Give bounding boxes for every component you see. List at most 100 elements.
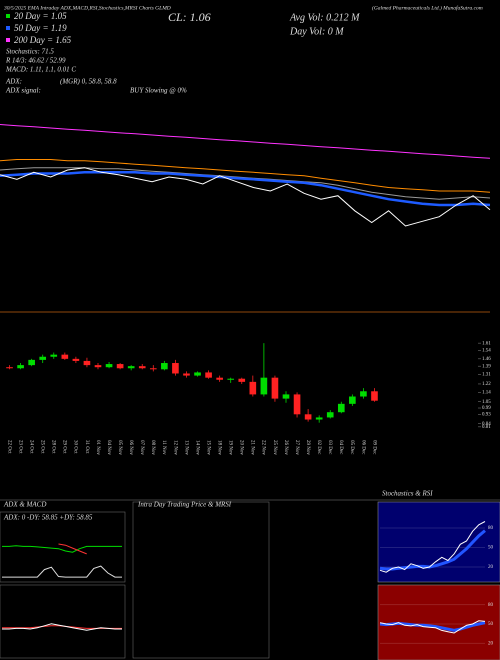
candle-body	[28, 359, 35, 366]
panel-title: Intra Day Trading Price & MRSI	[137, 501, 232, 509]
company: (Galmed Pharmaceuticals Ltd.) MunafaSutr…	[372, 4, 483, 11]
x-tick-label: 13 Nov	[183, 440, 188, 455]
x-tick-label: 06 Dec	[360, 440, 365, 455]
y-tick-label: 1.54	[482, 349, 491, 354]
y-tick-label: 1.05	[482, 400, 491, 405]
candle-body	[238, 378, 246, 382]
candle-body	[360, 391, 367, 397]
candle-body	[216, 377, 223, 380]
x-tick-label: 22 Oct	[6, 440, 11, 454]
x-tick-label: 07 Nov	[139, 440, 144, 455]
panel-subtitle: ADX: 0 -DY: 58.85 +DY: 58.85	[3, 514, 93, 522]
y-tick-label: 20	[488, 641, 494, 646]
panel-title: ADX & MACD	[3, 501, 46, 509]
candle-body	[371, 391, 378, 401]
candle-body	[293, 394, 301, 415]
candle-body	[260, 377, 268, 395]
candle-body	[172, 363, 179, 374]
adx-panel	[0, 511, 126, 583]
candle-body	[183, 373, 190, 376]
x-tick-label: 02 Dec	[316, 440, 321, 455]
y-tick-label: 0.99	[482, 406, 491, 411]
y-tick-label: 0.81	[482, 425, 491, 430]
candle-body	[282, 394, 290, 399]
x-tick-label: 04 Dec	[338, 440, 343, 455]
candle-body	[127, 366, 135, 369]
intraday-panel	[132, 501, 270, 659]
x-tick-label: 01 Nov	[95, 440, 100, 455]
x-tick-label: 20 Nov	[239, 440, 244, 455]
x-tick-label: 29 Nov	[305, 440, 310, 455]
rsi: R 14/3: 46.62 / 52.99	[5, 57, 66, 65]
x-tick-label: 18 Nov	[217, 440, 222, 455]
candle-body	[17, 365, 24, 369]
series-line	[0, 167, 491, 227]
x-tick-label: 09 Dec	[371, 440, 376, 455]
candle-body	[315, 417, 323, 420]
candle-body	[72, 358, 80, 361]
signal: BUY Slowing @ 0%	[130, 87, 187, 95]
candle-body	[94, 365, 102, 368]
series-line	[0, 124, 491, 159]
x-tick-label: 30 Oct	[73, 440, 78, 454]
y-tick-label: 50	[488, 622, 494, 627]
candle-body	[116, 364, 124, 369]
close: CL: 1.06	[168, 10, 211, 24]
candle-body	[61, 354, 69, 359]
ema-marker	[6, 38, 10, 42]
y-tick-label: 0.84	[482, 422, 491, 427]
x-tick-label: 08 Nov	[150, 440, 155, 455]
x-tick-label: 31 Oct	[84, 440, 89, 454]
panel-title: Stochastics & RSI	[382, 490, 433, 498]
series-line	[379, 529, 486, 571]
x-tick-label: 19 Nov	[228, 440, 233, 455]
candle-body	[349, 396, 356, 404]
y-tick-label: 1.39	[482, 364, 491, 369]
y-tick-label: 1.22	[482, 382, 491, 387]
candle-body	[304, 414, 312, 420]
y-tick-label: 80	[488, 603, 494, 608]
series-line	[0, 159, 491, 193]
x-tick-label: 27 Nov	[294, 440, 299, 455]
candle-body	[149, 368, 157, 370]
y-tick-label: 1.31	[482, 373, 491, 378]
x-tick-label: 24 Oct	[29, 440, 34, 454]
series-line	[2, 545, 122, 553]
x-tick-label: 29 Oct	[62, 440, 67, 454]
y-tick-label: 80	[488, 526, 494, 531]
x-tick-label: 25 Nov	[272, 440, 277, 455]
series-line	[2, 565, 122, 578]
candle-body	[271, 377, 279, 399]
candle-body	[161, 363, 168, 370]
x-tick-label: 14 Nov	[194, 440, 199, 455]
candle-body	[39, 356, 47, 360]
stochastics: Stochastics: 71.5	[6, 48, 54, 56]
candle-body	[6, 367, 13, 369]
page-title: 30/5/2025 EMA Intraday ADX,MACD,RSI,Stoc…	[3, 5, 171, 11]
ema200: 200 Day = 1.65	[14, 35, 72, 45]
adx: ADX:	[5, 78, 22, 86]
candle-body	[138, 366, 146, 369]
candle-body	[227, 378, 235, 380]
candle-body	[337, 403, 345, 413]
y-tick-label: 20	[488, 565, 494, 570]
candle-body	[205, 372, 212, 378]
y-tick-label: 1.46	[482, 357, 491, 362]
macd: MACD: 1.11, 1.1, 0.01 C	[5, 66, 76, 74]
x-tick-label: 15 Nov	[205, 440, 210, 455]
x-tick-label: 05 Nov	[117, 440, 122, 455]
x-tick-label: 23 Oct	[17, 440, 22, 454]
series-line	[58, 543, 87, 555]
x-tick-label: 03 Dec	[327, 440, 332, 455]
series-line	[2, 623, 122, 631]
day-vol: Day Vol: 0 M	[289, 26, 344, 37]
series-line	[379, 620, 486, 634]
y-tick-label: 50	[488, 546, 494, 551]
y-tick-label: 1.61	[482, 341, 491, 346]
adx-signal: ADX signal:	[5, 87, 41, 95]
series-line	[379, 521, 486, 573]
ema-marker	[6, 26, 10, 30]
x-tick-label: 26 Nov	[283, 440, 288, 455]
x-tick-label: 04 Nov	[106, 440, 111, 455]
